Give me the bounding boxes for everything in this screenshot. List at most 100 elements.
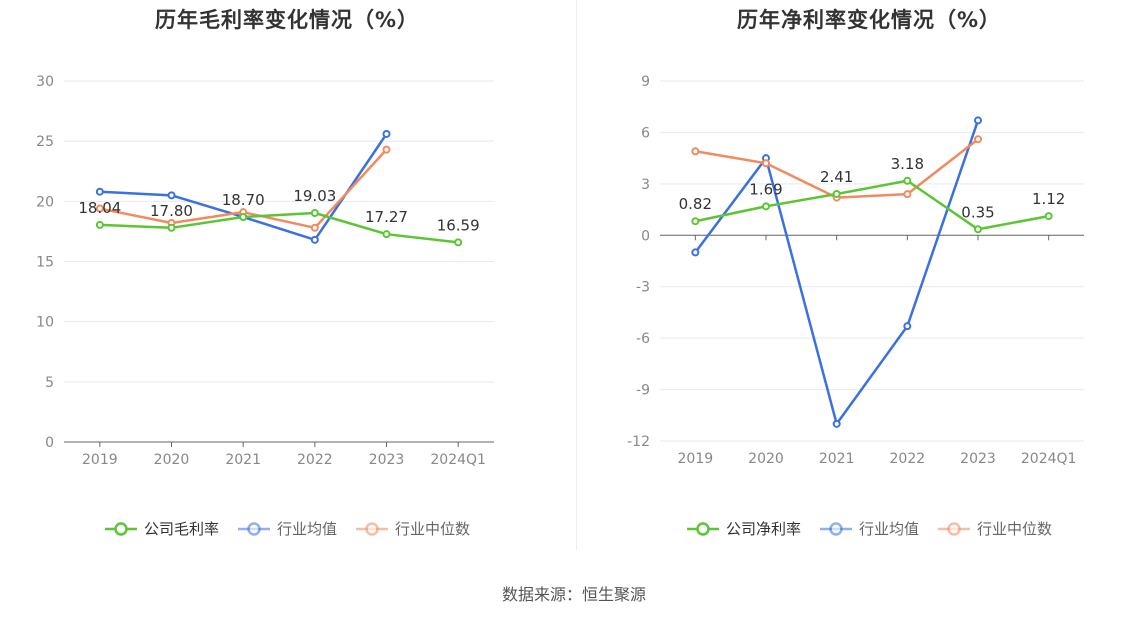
- data-point: [310, 209, 319, 218]
- data-point: [167, 191, 176, 200]
- x-tick-label: 2023: [960, 451, 996, 467]
- legend-swatch-icon: [237, 521, 270, 536]
- y-tick-label: -3: [636, 280, 650, 296]
- series-line: [694, 120, 980, 426]
- chart-title: 历年毛利率变化情况（%）: [154, 8, 420, 32]
- data-point: [974, 116, 982, 125]
- data-source: 数据来源：恒生聚源: [501, 585, 646, 604]
- data-point: [454, 238, 463, 247]
- chart-title: 历年净利率变化情况（%）: [736, 8, 1002, 32]
- data-point: [167, 223, 176, 232]
- y-tick-label: 9: [641, 74, 650, 90]
- x-tick-label: 2022: [297, 452, 333, 468]
- data-point: [95, 204, 104, 213]
- y-tick-label: 25: [36, 134, 54, 150]
- legend-item[interactable]: 行业均值: [819, 518, 919, 539]
- x-tick-label: 2022: [890, 451, 926, 467]
- legend-marker: [947, 521, 961, 536]
- legend-marker: [114, 521, 128, 536]
- legend-swatch-icon: [686, 521, 719, 536]
- data-point: [382, 230, 391, 239]
- y-tick-label: 10: [36, 315, 54, 331]
- data-label: 1.12: [1032, 190, 1065, 208]
- data-point: [974, 225, 982, 234]
- data-point: [903, 176, 912, 185]
- data-point: [762, 202, 770, 211]
- data-point: [95, 220, 104, 229]
- x-tick-label: 2021: [819, 451, 855, 467]
- data-label: 17.27: [365, 208, 408, 226]
- y-tick-label: 6: [641, 125, 650, 141]
- legend-label: 公司毛利率: [143, 520, 219, 538]
- y-tick-label: 5: [45, 375, 54, 391]
- x-tick-label: 2019: [678, 451, 714, 467]
- legend-marker: [829, 521, 843, 536]
- data-point: [832, 189, 841, 198]
- series-line: [695, 179, 1049, 231]
- y-tick-label: 15: [36, 255, 54, 271]
- data-label: 16.59: [437, 216, 480, 234]
- gross-margin-plot: 0 5 10 15 20 25 30 2019 2020 2021 2022 2023 2024Q1 18…: [36, 74, 494, 468]
- data-point: [382, 145, 391, 154]
- net-margin-plot: -12 -9 -6 -3 0 3 6 9 2019 2020 2021 2022 2023 2024Q1 0…: [627, 74, 1084, 467]
- net-margin-chart: 历年净利率变化情况（%） -12 -9 -6 -3 0 3 6 9 2019 2020 2021 20…: [590, 0, 1148, 560]
- data-point: [382, 129, 391, 138]
- panel-divider: [576, 0, 577, 550]
- data-label: 18.04: [78, 199, 121, 217]
- data-point: [762, 159, 770, 168]
- y-tick-label: -9: [636, 383, 650, 399]
- legend-marker: [365, 521, 379, 536]
- legend-swatch-icon: [104, 521, 137, 536]
- y-tick-label: 0: [641, 228, 650, 244]
- data-label: 3.18: [891, 155, 924, 173]
- data-point: [691, 217, 700, 226]
- data-point: [903, 190, 912, 199]
- series-line: [99, 211, 459, 244]
- legend-swatch-icon: [356, 521, 388, 536]
- legend-swatch-icon: [938, 521, 970, 536]
- data-label: 1.69: [749, 180, 782, 198]
- data-label: 2.41: [820, 168, 853, 186]
- data-point: [691, 147, 700, 156]
- legend-item[interactable]: 行业中位数: [937, 518, 1052, 539]
- x-tick-label: 2024Q1: [1021, 451, 1077, 467]
- y-tick-label: 20: [36, 194, 54, 210]
- x-tick-label: 2023: [369, 452, 405, 468]
- data-point: [310, 223, 319, 232]
- x-tick-label: 2019: [82, 452, 118, 468]
- x-tick-label: 2020: [154, 452, 190, 468]
- data-point: [832, 419, 841, 428]
- data-point: [310, 235, 319, 244]
- gross-margin-chart: 历年毛利率变化情况（%） 0 5 10 15 20 25 30 2019 2020 2021 202…: [0, 0, 574, 560]
- data-label: 0.35: [961, 203, 994, 221]
- data-point: [95, 187, 104, 196]
- data-label: 0.82: [679, 195, 712, 213]
- x-tick-label: 2021: [225, 452, 261, 468]
- x-tick-label: 2024Q1: [430, 452, 486, 468]
- legend-label: 行业均值: [858, 520, 919, 538]
- chart-legend: 公司净利率 行业均值 行业中位数: [590, 518, 1148, 539]
- data-point: [239, 212, 248, 221]
- y-tick-label: -6: [636, 331, 650, 347]
- y-tick-label: 0: [45, 435, 54, 451]
- legend-label: 行业均值: [276, 520, 337, 538]
- data-point: [974, 135, 982, 144]
- legend-marker: [696, 521, 710, 536]
- legend-label: 行业中位数: [977, 520, 1053, 538]
- legend-marker: [247, 521, 261, 536]
- legend-item[interactable]: 行业中位数: [355, 518, 470, 539]
- y-tick-label: -12: [627, 434, 650, 450]
- legend-label: 公司净利率: [725, 520, 801, 538]
- legend-item[interactable]: 公司净利率: [686, 518, 801, 539]
- data-point: [1044, 212, 1053, 221]
- data-label: 17.80: [150, 202, 193, 220]
- legend-swatch-icon: [819, 521, 852, 536]
- data-point: [903, 322, 912, 331]
- legend-item[interactable]: 行业均值: [237, 518, 337, 539]
- data-point: [691, 248, 700, 257]
- data-label: 19.03: [293, 187, 336, 205]
- series-line: [99, 133, 388, 242]
- legend-item[interactable]: 公司毛利率: [104, 518, 219, 539]
- chart-legend: 公司毛利率 行业均值 行业中位数: [0, 518, 574, 539]
- legend-label: 行业中位数: [395, 520, 471, 538]
